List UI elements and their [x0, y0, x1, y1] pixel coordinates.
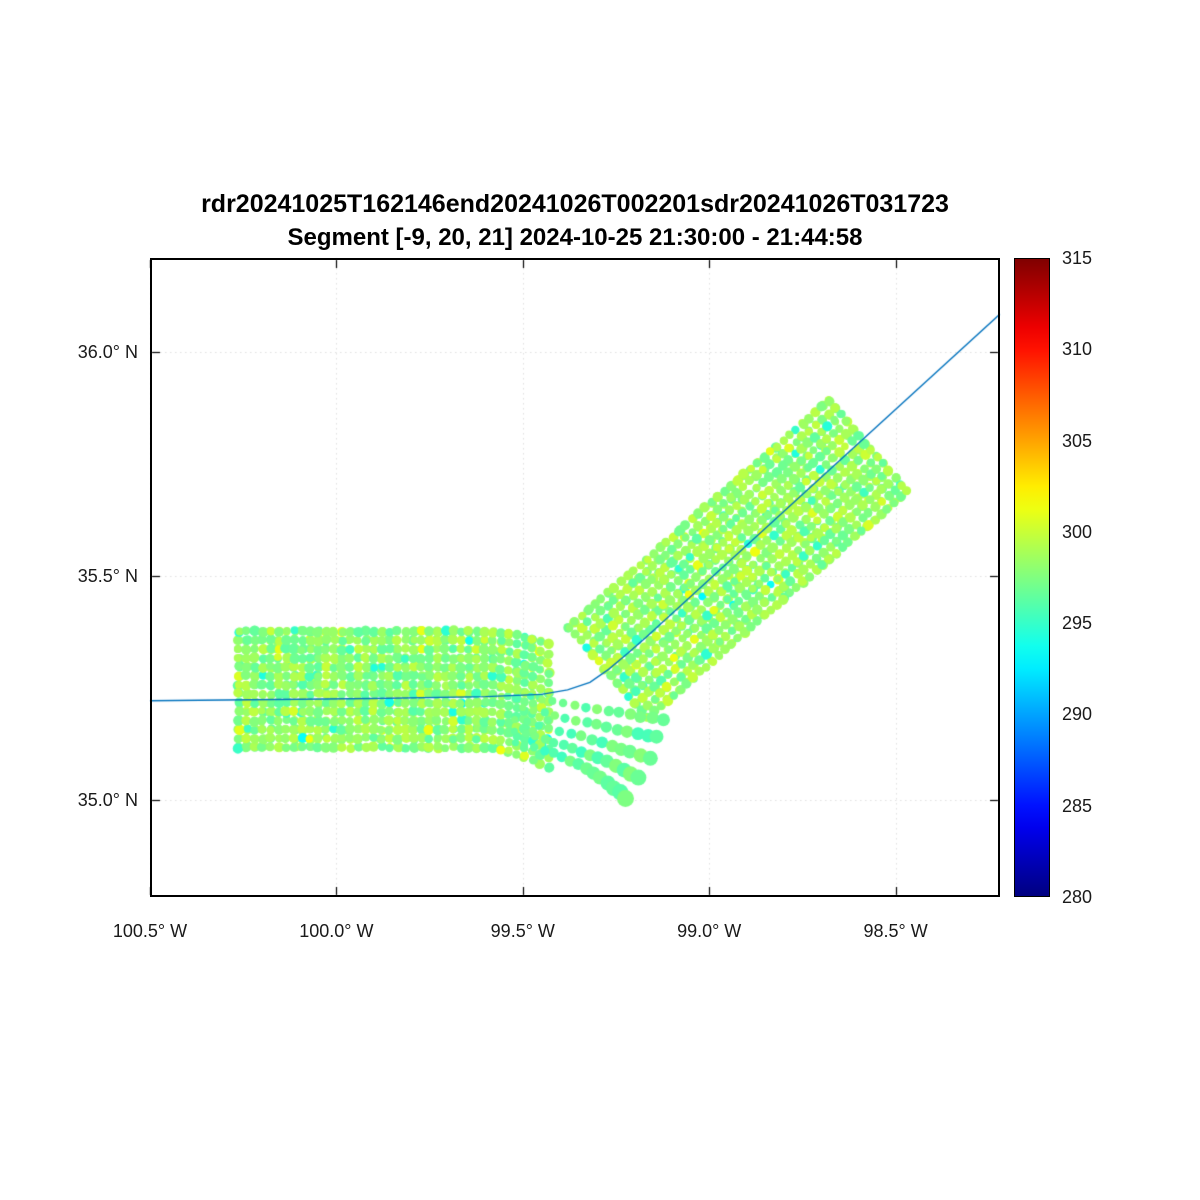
colorbar-tick-label: 305 [1062, 430, 1093, 451]
x-tick-label: 100.0° W [299, 921, 374, 941]
colorbar-tick-label: 290 [1062, 704, 1093, 725]
colorbar-tick-label: 300 [1062, 521, 1093, 542]
y-tick-label: 35.5° N [77, 566, 138, 587]
colorbar-tick-label: 310 [1062, 339, 1093, 360]
colorbar-tick-label: 295 [1062, 613, 1093, 634]
x-tick-label: 100.5° W [112, 921, 188, 941]
x-tick-label: 99.0° W [677, 921, 742, 941]
y-tick-label: 36.0° N [77, 342, 138, 363]
colorbar-tick-label: 315 [1062, 248, 1093, 268]
x-tick-label: 98.5° W [863, 921, 928, 941]
colorbar-tick-label: 285 [1062, 795, 1093, 816]
y-tick-label: 35.0° N [77, 790, 138, 811]
colorbar-tick-label: 280 [1062, 887, 1093, 907]
x-tick-label: 99.5° W [490, 921, 555, 941]
colorbar [1014, 258, 1050, 897]
